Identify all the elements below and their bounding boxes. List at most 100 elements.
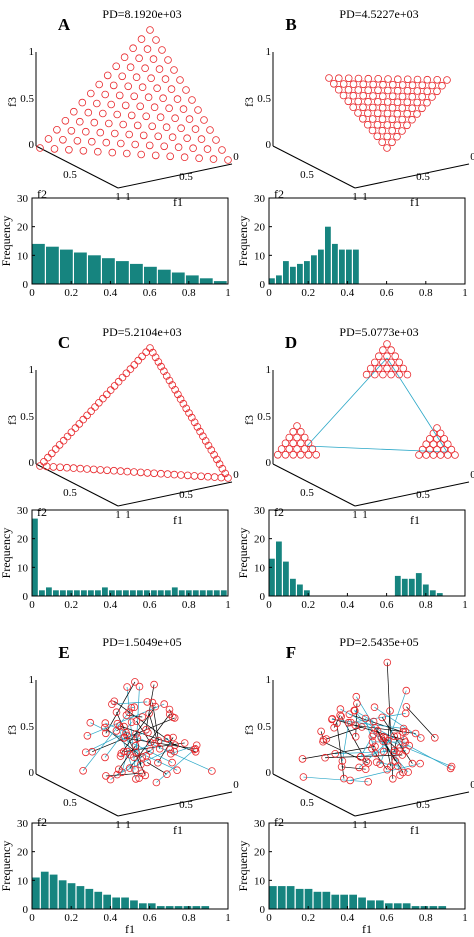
link-line — [333, 715, 341, 728]
scatter-point — [335, 74, 343, 82]
f2-tick-label: 1 — [115, 819, 121, 831]
scatter-point — [369, 103, 377, 112]
scatter-point — [161, 75, 170, 83]
scatter-point — [101, 723, 109, 732]
scatter-point — [413, 87, 422, 95]
histogram-bar — [367, 900, 375, 909]
y-tick-label: 0 — [23, 279, 29, 291]
scatter-point — [299, 773, 308, 781]
scatter-point — [206, 126, 214, 134]
scatter-point — [76, 117, 84, 126]
scatter-point — [115, 765, 123, 774]
scatter-point — [374, 98, 382, 106]
histogram-bar — [429, 906, 438, 909]
scatter-point — [370, 703, 379, 711]
scatter-point — [325, 74, 333, 82]
f1-axis — [117, 481, 233, 507]
scatter-point — [151, 353, 160, 362]
scatter-point — [337, 763, 346, 771]
scatter-point — [130, 703, 139, 711]
scatter-point — [113, 110, 121, 119]
scatter-point — [440, 435, 449, 443]
f2-axis-label: f2 — [274, 505, 284, 519]
histogram-bar — [422, 584, 429, 596]
link-line — [120, 706, 156, 754]
f2-axis-label: f2 — [37, 505, 47, 519]
y-axis-label: Frequency — [236, 216, 250, 267]
scatter-point — [298, 755, 307, 763]
link-line — [118, 745, 136, 770]
scatter-point — [217, 473, 226, 482]
scatter-point — [408, 759, 417, 768]
scatter-point — [196, 427, 204, 436]
scatter-point — [120, 734, 128, 742]
y-tick-label: 30 — [254, 505, 266, 517]
y-tick-label: 30 — [17, 505, 29, 517]
scatter-point — [79, 415, 87, 424]
chart-title: PD=2.5435e+05 — [339, 635, 418, 649]
scatter-point — [126, 365, 135, 373]
scatter-point — [383, 658, 392, 667]
y-axis-label: Frequency — [0, 528, 13, 579]
scatter-point — [142, 348, 150, 357]
scatter-point — [415, 451, 423, 459]
scatter-point — [388, 104, 397, 112]
scatter-point — [336, 711, 344, 719]
scatter-point — [398, 81, 407, 89]
scatter-point — [378, 103, 387, 112]
f2-tick-label: 0.5 — [63, 797, 77, 809]
histogram-bar — [286, 886, 295, 909]
scatter-point — [289, 451, 297, 459]
y-tick-label: 10 — [254, 250, 266, 262]
link-line — [336, 723, 345, 779]
scatter-point — [114, 377, 123, 386]
scatter-point — [150, 739, 159, 748]
scatter-point — [399, 728, 407, 736]
scatter-point — [119, 120, 127, 129]
scatter-point — [391, 757, 400, 765]
link-line — [341, 766, 366, 770]
scatter-point — [110, 382, 119, 390]
scatter-point — [354, 97, 362, 106]
f1-tick-label: 0.5 — [416, 799, 430, 811]
scatter-point — [96, 466, 105, 474]
x-tick-label: 0.4 — [341, 287, 355, 299]
scatter-point — [65, 146, 73, 154]
scatter-point — [218, 146, 226, 154]
scatter-point — [188, 96, 196, 104]
scatter-point — [99, 394, 107, 403]
scatter-point — [145, 709, 153, 718]
scatter-point — [118, 373, 127, 382]
scatter-point — [108, 148, 117, 157]
scatter-point — [194, 106, 202, 114]
y-tick-label: 30 — [254, 193, 266, 205]
scatter-point — [83, 465, 91, 473]
scatter-point — [154, 758, 162, 767]
histogram-bar — [74, 252, 87, 284]
histogram-bar — [94, 891, 103, 909]
scatter-point — [354, 86, 363, 94]
scatter-point — [404, 768, 412, 776]
scatter-point — [383, 144, 391, 152]
scatter-point — [371, 358, 379, 367]
panel-label: E — [58, 643, 69, 662]
f2-tick-label: 0.5 — [300, 487, 314, 499]
scatter-point — [221, 469, 230, 478]
scatter-point — [300, 445, 309, 453]
f2-tick-label: 1 — [352, 191, 358, 203]
scatter-point — [446, 764, 455, 773]
x-tick-label: 0.2 — [301, 287, 315, 299]
f1-tick-label: 1 — [362, 509, 368, 521]
f1-axis-label: f1 — [410, 513, 420, 527]
histogram-bar — [353, 249, 359, 284]
x-tick-label: 0 — [266, 287, 272, 299]
link-line — [147, 762, 168, 775]
scatter-point — [389, 81, 397, 89]
scatter-point — [79, 147, 88, 155]
histogram-bar — [183, 906, 192, 909]
scatter-point — [388, 138, 396, 147]
scatter-point — [428, 81, 437, 90]
scatter-point — [131, 678, 139, 686]
scatter-point — [129, 44, 137, 52]
scatter-point — [416, 759, 424, 768]
